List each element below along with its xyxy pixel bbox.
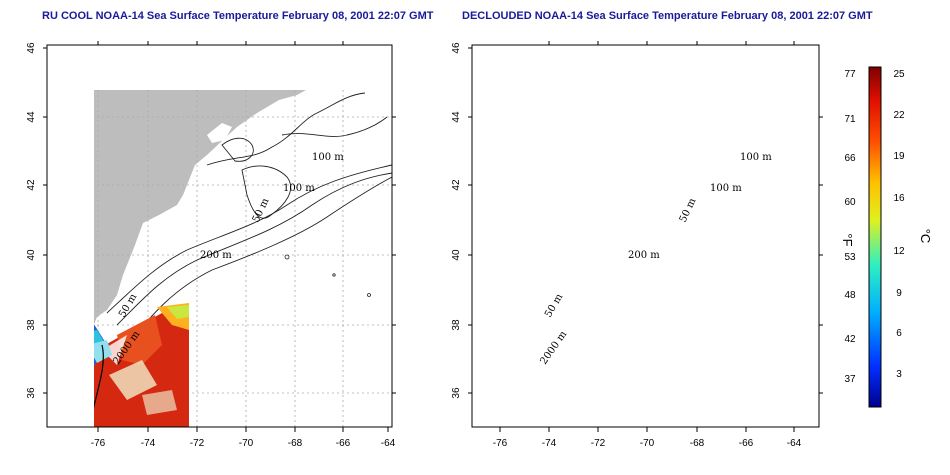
lat-tick-label: 46 — [451, 42, 462, 54]
fahrenheit-label: 71 — [844, 114, 856, 125]
celsius-label: 12 — [893, 246, 905, 257]
celsius-label: 6 — [896, 328, 902, 339]
fahrenheit-unit-label: °F — [840, 233, 855, 246]
lon-tick-label: -66 — [739, 438, 754, 449]
celsius-label: 3 — [896, 369, 902, 380]
contour-label-100m-b: 100 m — [283, 183, 315, 194]
map-title-right: DECLOUDED NOAA-14 Sea Surface Temperatur… — [462, 10, 873, 22]
lat-tick-label: 38 — [451, 319, 462, 331]
colorbar-fahrenheit-labels: 77 71 66 60 53 48 42 37 — [844, 69, 856, 385]
lat-tick-label: 46 — [26, 42, 37, 54]
lat-tick-label: 42 — [451, 179, 462, 191]
fahrenheit-label: 77 — [844, 69, 856, 80]
lat-tick-label: 36 — [451, 387, 462, 399]
celsius-unit-label: °C — [918, 229, 933, 244]
fahrenheit-label: 42 — [844, 334, 856, 345]
lat-tick-label: 44 — [26, 111, 37, 123]
lat-axis-left: 36 38 40 42 44 46 — [26, 42, 396, 399]
colorbar-gradient — [868, 66, 882, 408]
lon-tick-label: -64 — [787, 438, 802, 449]
fahrenheit-label: 48 — [844, 290, 856, 301]
fahrenheit-label: 66 — [844, 153, 856, 164]
celsius-label: 19 — [893, 151, 905, 162]
lon-tick-label: -70 — [239, 438, 254, 449]
lon-tick-label: -70 — [640, 438, 655, 449]
lon-tick-label: -74 — [141, 438, 156, 449]
lat-tick-label: 44 — [451, 111, 462, 123]
contour-label-100m-a: 100 m — [740, 152, 772, 163]
lon-tick-label: -64 — [381, 438, 396, 449]
contour-label-200m: 200 m — [628, 250, 660, 261]
lon-tick-label: -76 — [91, 438, 106, 449]
lat-tick-label: 42 — [26, 179, 37, 191]
fahrenheit-label: 37 — [844, 374, 856, 385]
lat-axis-right: 36 38 40 42 44 46 — [451, 42, 823, 399]
lat-tick-label: 40 — [26, 249, 37, 261]
lon-tick-label: -68 — [288, 438, 303, 449]
contour-label-100m-b: 100 m — [710, 183, 742, 194]
map-panel-right: 100 m 100 m 50 m 200 m 50 m 2000 m -76 -… — [451, 41, 823, 449]
lat-tick-label: 36 — [26, 387, 37, 399]
lon-tick-label: -72 — [591, 438, 606, 449]
lat-tick-label: 38 — [26, 319, 37, 331]
fahrenheit-label: 53 — [844, 252, 856, 263]
lon-tick-label: -76 — [493, 438, 508, 449]
fahrenheit-label: 60 — [844, 197, 856, 208]
lon-axis-left: -76 -74 -72 -70 -68 -66 -64 — [91, 41, 396, 449]
lon-axis-right: -76 -74 -72 -70 -68 -66 -64 — [493, 41, 802, 449]
celsius-label: 25 — [893, 69, 905, 80]
lon-tick-label: -72 — [190, 438, 205, 449]
sst-data-left — [94, 303, 189, 427]
contour-label-200m: 200 m — [200, 250, 232, 261]
map-title-left: RU COOL NOAA-14 Sea Surface Temperature … — [42, 10, 434, 22]
lon-tick-label: -66 — [336, 438, 351, 449]
temperature-colorbar: 77 71 66 60 53 48 42 37 25 22 19 16 12 9… — [840, 66, 933, 408]
celsius-label: 22 — [893, 110, 905, 121]
contour-label-100m-a: 100 m — [312, 152, 344, 163]
lon-tick-label: -74 — [542, 438, 557, 449]
colorbar-celsius-labels: 25 22 19 16 12 9 6 3 — [893, 69, 905, 380]
celsius-label: 9 — [896, 288, 902, 299]
lon-tick-label: -68 — [690, 438, 705, 449]
celsius-label: 16 — [893, 193, 905, 204]
lat-tick-label: 40 — [451, 249, 462, 261]
map-panel-left: 100 m 100 m 50 m 200 m 50 m 2000 m -76 -… — [26, 41, 396, 449]
